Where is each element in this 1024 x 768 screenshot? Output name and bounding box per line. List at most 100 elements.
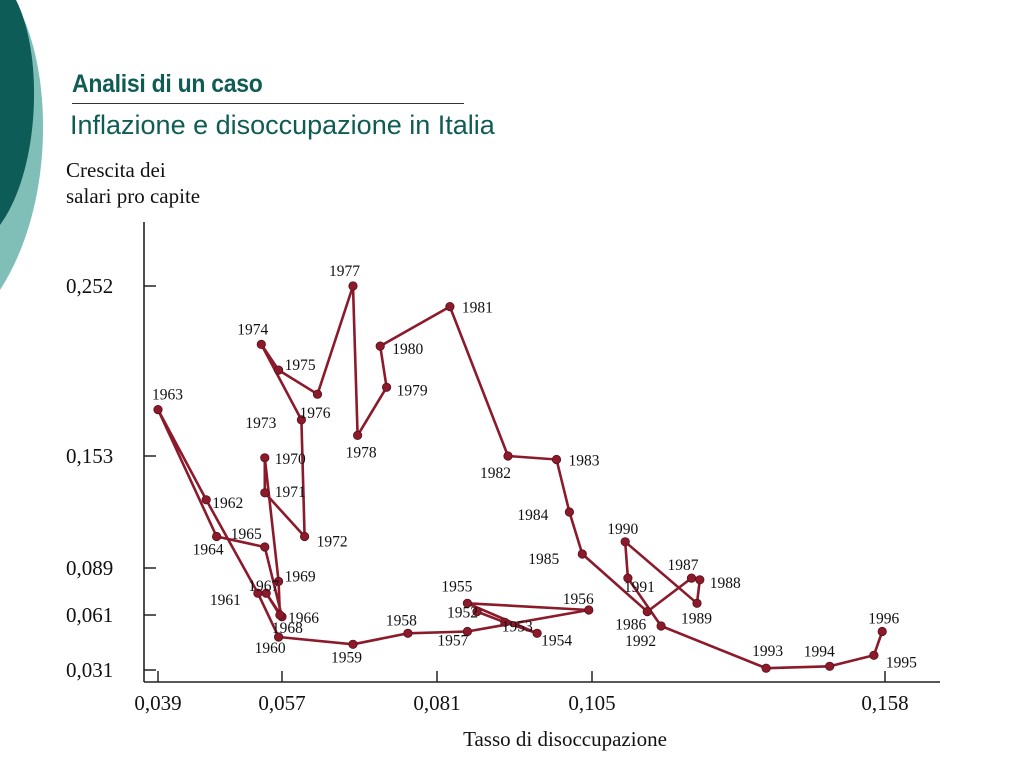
data-label-1982: 1982 xyxy=(480,465,511,482)
data-label-1987: 1987 xyxy=(668,557,699,574)
data-label-1969: 1969 xyxy=(285,568,316,585)
y-tick-label: 0,153 xyxy=(66,444,113,468)
data-point-1969 xyxy=(273,576,284,587)
data-label-1995: 1995 xyxy=(886,654,917,671)
data-label-1961: 1961 xyxy=(210,592,241,609)
deco-dark-shape xyxy=(0,0,35,225)
data-label-1991: 1991 xyxy=(624,579,655,596)
y-axis-label-line-1: Crescita dei xyxy=(66,158,166,182)
x-tick-label: 0,158 xyxy=(861,691,908,715)
data-point-1986 xyxy=(642,606,652,617)
data-point-1979 xyxy=(381,382,392,392)
y-tick-label: 0,031 xyxy=(66,658,113,682)
data-label-1979: 1979 xyxy=(397,382,428,399)
y-tick-label: 0,089 xyxy=(66,556,113,580)
data-point-1994 xyxy=(825,661,835,671)
data-point-1955 xyxy=(462,598,472,608)
data-label-1974: 1974 xyxy=(237,321,268,338)
data-point-1978 xyxy=(352,430,363,440)
series-line xyxy=(156,284,884,670)
data-point-1956 xyxy=(584,605,594,615)
data-point-1977 xyxy=(348,281,358,291)
slide-title: Analisi di un caso xyxy=(72,70,263,98)
title-underline xyxy=(72,103,464,104)
slide-subtitle: Inflazione e disoccupazione in Italia xyxy=(70,110,495,140)
data-point-1959 xyxy=(348,639,358,649)
data-label-1965: 1965 xyxy=(231,526,262,543)
data-point-1964 xyxy=(212,531,222,542)
y-tick-label: 0,252 xyxy=(66,274,113,298)
x-tick-label: 0,057 xyxy=(258,691,305,715)
data-label-1966: 1966 xyxy=(288,610,319,627)
data-label-1964: 1964 xyxy=(193,542,224,559)
decorative-side-shapes xyxy=(0,0,44,290)
data-label-1990: 1990 xyxy=(607,521,638,538)
data-label-1952: 1952 xyxy=(447,605,478,622)
data-label-1977: 1977 xyxy=(329,263,360,280)
data-point-1953 xyxy=(500,617,510,627)
data-point-1993 xyxy=(761,663,771,673)
data-label-1971: 1971 xyxy=(275,484,306,501)
x-tick-label: 0,105 xyxy=(568,691,615,715)
data-label-1973: 1973 xyxy=(245,415,276,432)
data-point-1973 xyxy=(296,415,306,425)
data-label-1968: 1968 xyxy=(272,620,303,637)
data-label-1976: 1976 xyxy=(300,405,331,422)
data-point-1987 xyxy=(686,573,697,583)
data-label-1962: 1962 xyxy=(212,495,243,512)
data-point-1967 xyxy=(261,588,271,598)
data-point-1996 xyxy=(877,626,887,637)
data-label-1986: 1986 xyxy=(615,617,646,634)
data-label-1953: 1953 xyxy=(502,618,533,635)
data-point-1990 xyxy=(620,537,630,547)
x-tick-label: 0,039 xyxy=(134,691,181,715)
data-point-1983 xyxy=(551,454,562,465)
data-label-1980: 1980 xyxy=(392,341,423,358)
data-label-1978: 1978 xyxy=(346,444,377,461)
data-point-1995 xyxy=(869,650,879,660)
data-label-1983: 1983 xyxy=(569,453,600,470)
y-tick-label: 0,061 xyxy=(66,603,113,627)
data-point-1952 xyxy=(472,606,482,617)
data-label-1963: 1963 xyxy=(152,387,183,404)
data-point-1963 xyxy=(153,404,163,415)
data-point-1970 xyxy=(260,453,270,463)
data-point-1975 xyxy=(273,365,284,375)
data-point-1985 xyxy=(577,549,587,559)
data-point-1957 xyxy=(462,626,472,637)
data-point-1988 xyxy=(695,575,705,585)
data-point-1992 xyxy=(656,621,666,631)
data-point-1962 xyxy=(201,495,211,505)
data-label-1960: 1960 xyxy=(255,640,286,657)
data-label-1996: 1996 xyxy=(868,611,899,628)
data-point-1954 xyxy=(532,628,542,638)
data-label-1955: 1955 xyxy=(441,578,472,595)
data-label-1967: 1967 xyxy=(248,578,279,595)
y-axis-label-line-2: salari pro capite xyxy=(66,184,200,208)
data-point-1982 xyxy=(503,451,513,461)
data-point-1971 xyxy=(260,488,270,498)
x-tick-label: 0,081 xyxy=(413,691,460,715)
x-axis-label: Tasso di disoccupazione xyxy=(463,727,667,751)
data-label-1970: 1970 xyxy=(275,451,306,468)
data-label-1988: 1988 xyxy=(710,575,741,592)
data-label-1993: 1993 xyxy=(752,643,783,660)
data-point-1972 xyxy=(299,531,310,542)
data-point-1958 xyxy=(403,628,413,638)
data-label-1958: 1958 xyxy=(386,612,417,629)
data-point-1980 xyxy=(375,341,385,351)
data-label-1981: 1981 xyxy=(462,300,493,317)
data-label-1956: 1956 xyxy=(563,591,594,608)
data-label-1984: 1984 xyxy=(517,507,548,524)
data-point-1968 xyxy=(275,610,285,620)
data-point-1991 xyxy=(623,573,633,583)
data-label-1994: 1994 xyxy=(804,643,835,660)
data-label-1954: 1954 xyxy=(541,632,572,649)
data-point-1984 xyxy=(564,507,575,517)
data-point-1981 xyxy=(445,301,455,312)
data-label-1975: 1975 xyxy=(285,357,316,374)
data-label-1989: 1989 xyxy=(681,610,712,627)
data-point-1989 xyxy=(692,598,702,608)
data-point-1974 xyxy=(256,339,266,349)
